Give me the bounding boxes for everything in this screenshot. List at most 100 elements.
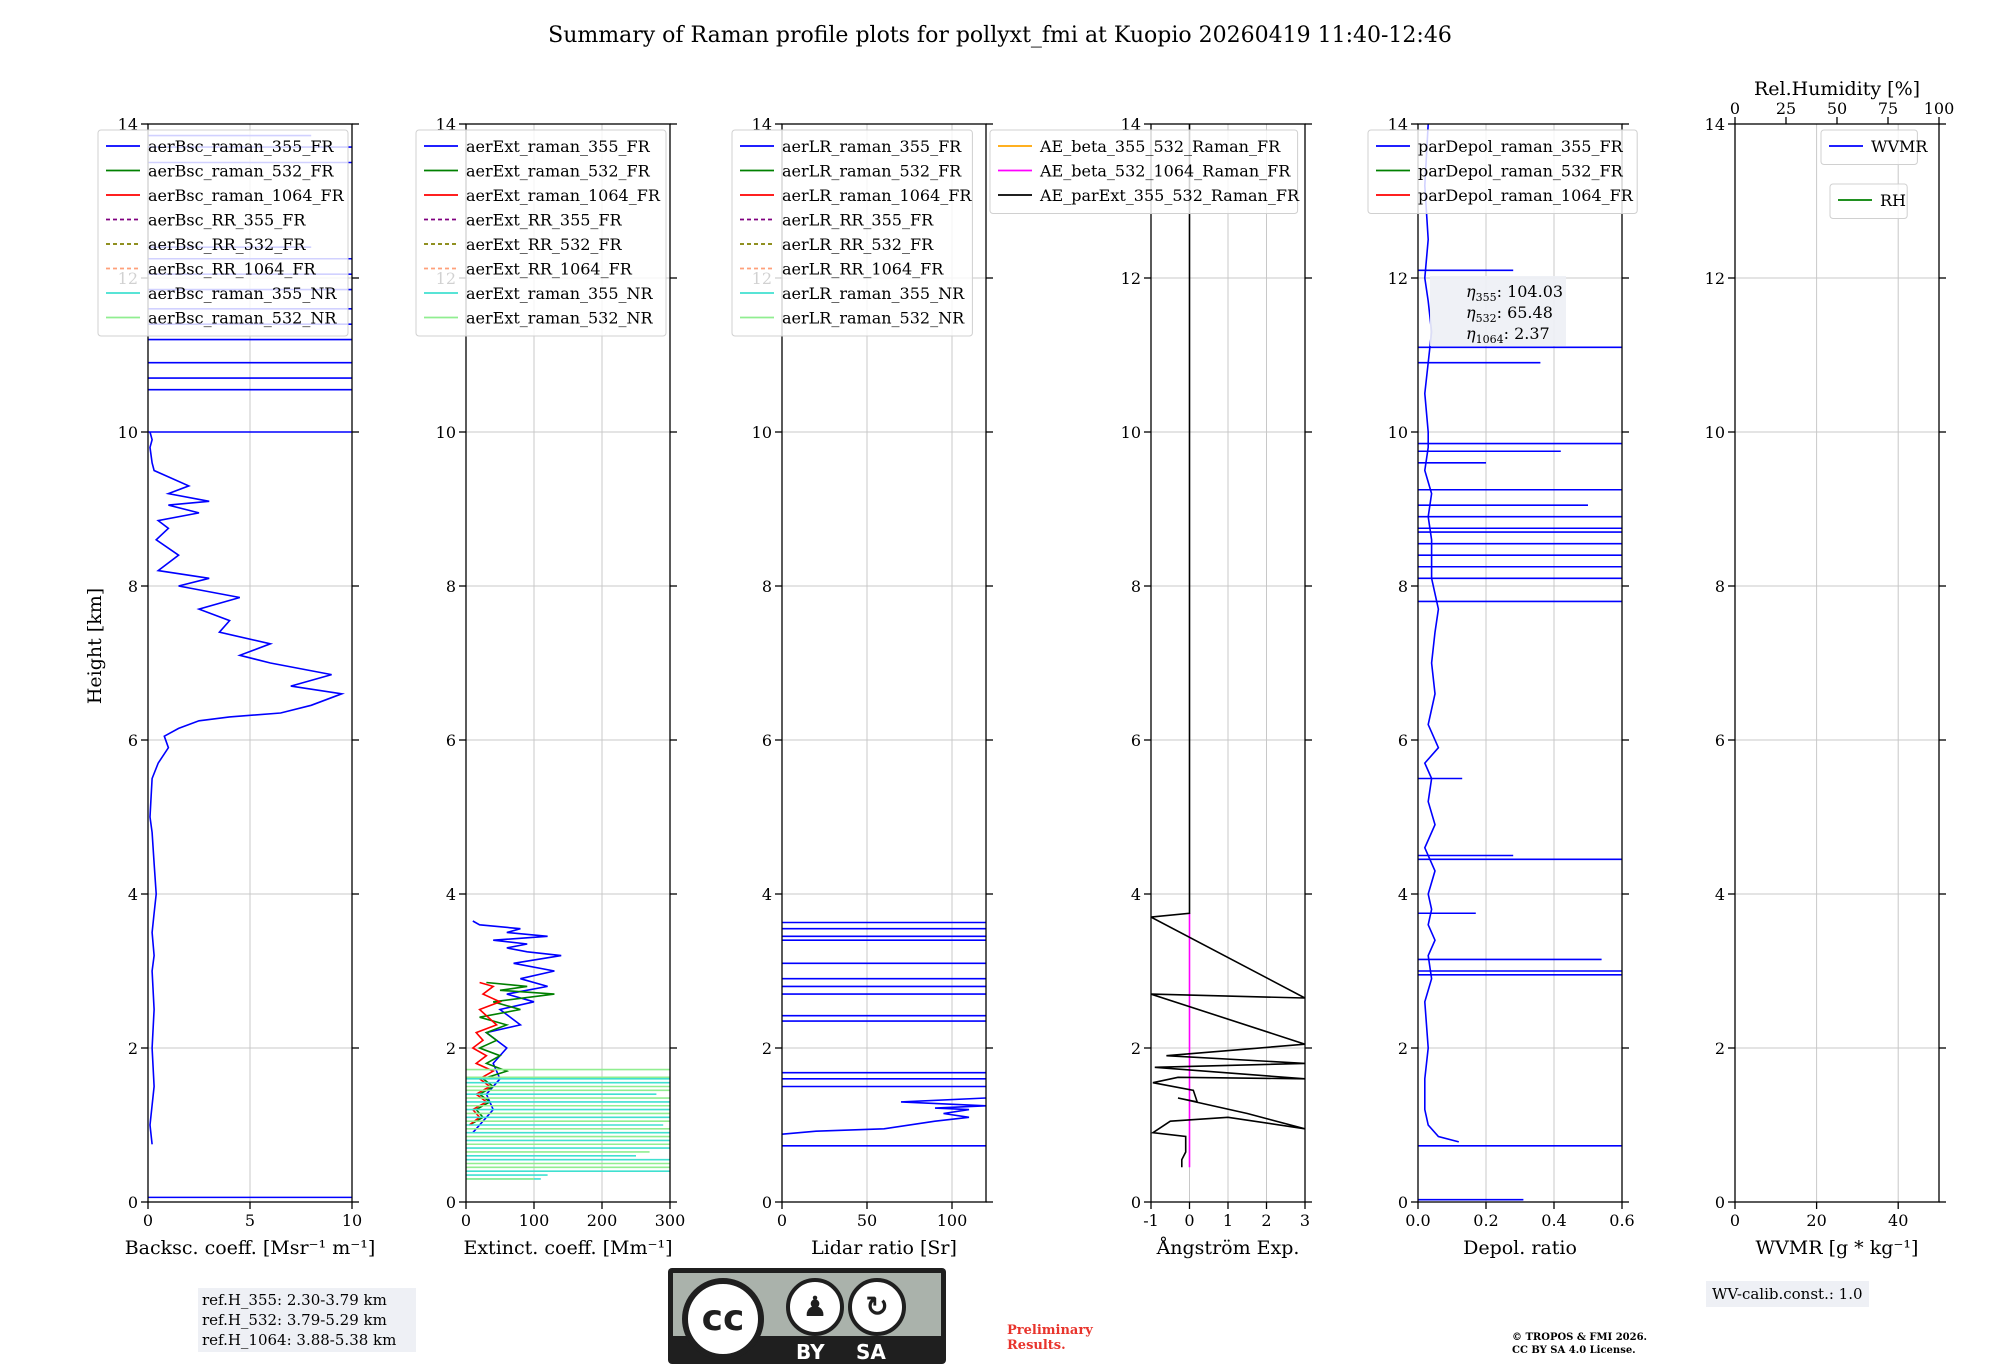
x2-tick-label: 50 bbox=[1827, 99, 1847, 118]
y-tick-label: 10 bbox=[1121, 423, 1141, 442]
copyright-line-1: © TROPOS & FMI 2026. bbox=[1512, 1332, 1648, 1343]
y-tick-label: 10 bbox=[1388, 423, 1408, 442]
panel-1: 024681012140510Backsc. coeff. [Msr⁻¹ m⁻¹… bbox=[97, 115, 375, 1259]
legend-box bbox=[731, 129, 973, 337]
series-group bbox=[782, 921, 986, 1147]
series-line-aerExt_raman_532_FR bbox=[469, 981, 555, 1126]
copyright-note: © TROPOS & FMI 2026. CC BY SA 4.0 Licens… bbox=[1512, 1331, 1647, 1357]
series-group bbox=[466, 920, 670, 1180]
y-tick-label: 4 bbox=[762, 885, 772, 904]
annotation-line: η1064: 2.37 bbox=[1466, 324, 1550, 346]
annotation-box bbox=[1430, 276, 1566, 346]
legend-label: aerBsc_raman_355_FR bbox=[148, 137, 334, 156]
y-tick-label: 12 bbox=[1705, 269, 1725, 288]
y-tick-label: 6 bbox=[1715, 731, 1725, 750]
legend-label: aerLR_raman_355_FR bbox=[782, 137, 962, 156]
share-alike-icon: ↻ bbox=[848, 1278, 906, 1336]
legend-box bbox=[1820, 129, 1918, 165]
x-axis-label: WVMR [g * kg⁻¹] bbox=[1756, 1237, 1919, 1259]
legend: aerExt_raman_355_FR aerExt_raman_532_FRae… bbox=[415, 129, 667, 337]
legend: WVMR bbox=[1820, 129, 1928, 165]
person-attribution-icon: ♟ bbox=[786, 1278, 844, 1336]
y-tick-label: 0 bbox=[128, 1193, 138, 1212]
x-tick-label: 0.0 bbox=[1405, 1211, 1430, 1230]
legend-label: aerExt_RR_1064_FR bbox=[466, 260, 633, 279]
y-tick-label: 8 bbox=[1715, 577, 1725, 596]
legend: aerBsc_raman_355_FR aerBsc_raman_532_FRae… bbox=[97, 129, 349, 337]
preliminary-line-1: Preliminary bbox=[1007, 1323, 1093, 1338]
wv-calibration-box: WV-calib.const.: 1.0 bbox=[1706, 1281, 1869, 1307]
series-line-parDepol_raman_355_FR bbox=[1423, 124, 1460, 1143]
axes-frame bbox=[1734, 123, 1940, 1203]
y-tick-label: 6 bbox=[1398, 731, 1408, 750]
ref-height-1064: ref.H_1064: 3.88-5.38 km bbox=[202, 1331, 397, 1349]
y-tick-label: 10 bbox=[752, 423, 772, 442]
legend-label: aerLR_raman_1064_FR bbox=[782, 186, 972, 205]
legend-label: WVMR bbox=[1871, 137, 1928, 156]
y-tick-label: 4 bbox=[1715, 885, 1725, 904]
y-tick-label: 14 bbox=[1388, 115, 1408, 134]
x-tick-label: -1 bbox=[1143, 1211, 1159, 1230]
y-tick-label: 14 bbox=[1121, 115, 1141, 134]
copyright-line-2: CC BY SA 4.0 License. bbox=[1512, 1345, 1636, 1356]
cc-logo-icon: cc bbox=[682, 1278, 764, 1360]
legend-label: aerBsc_raman_532_NR bbox=[148, 309, 337, 328]
y-tick-label: 2 bbox=[1131, 1039, 1141, 1058]
y-tick-label: 6 bbox=[446, 731, 456, 750]
x-tick-label: 20 bbox=[1806, 1211, 1826, 1230]
x-tick-label: 2 bbox=[1261, 1211, 1271, 1230]
y-tick-label: 8 bbox=[128, 577, 138, 596]
sa-label: SA bbox=[856, 1340, 886, 1364]
x-tick-label: 5 bbox=[245, 1211, 255, 1230]
y-tick-label: 2 bbox=[1715, 1039, 1725, 1058]
legend-label: aerBsc_RR_532_FR bbox=[148, 235, 306, 254]
y-tick-label: 4 bbox=[1398, 885, 1408, 904]
annotation-line: η355: 104.03 bbox=[1466, 282, 1563, 304]
legend: AE_beta_355_532_Raman_FR AE_beta_532_1064… bbox=[989, 129, 1300, 214]
x2-tick-label: 25 bbox=[1776, 99, 1796, 118]
reference-heights-box: ref.H_355: 2.30-3.79 km ref.H_532: 3.79-… bbox=[198, 1288, 416, 1352]
y-tick-label: 0 bbox=[762, 1193, 772, 1212]
series-group bbox=[1151, 124, 1305, 1168]
legend-label: AE_beta_532_1064_Raman_FR bbox=[1039, 162, 1291, 181]
legend-label: aerExt_raman_355_FR bbox=[466, 137, 651, 156]
legend-secondary: RH bbox=[1829, 183, 1908, 219]
legend-label: AE_parExt_355_532_Raman_FR bbox=[1039, 186, 1300, 205]
y-tick-label: 2 bbox=[762, 1039, 772, 1058]
y-tick-label: 0 bbox=[1398, 1193, 1408, 1212]
legend-label: aerExt_raman_1064_FR bbox=[466, 186, 661, 205]
axes-frame bbox=[781, 123, 987, 1203]
y-tick-label: 12 bbox=[1388, 269, 1408, 288]
y-tick-label: 4 bbox=[128, 885, 138, 904]
y-tick-label: 8 bbox=[1398, 577, 1408, 596]
series-line-aerLR_raman_355_FR bbox=[782, 1097, 986, 1135]
legend-label: aerExt_raman_532_NR bbox=[466, 309, 654, 328]
series-group bbox=[1418, 124, 1622, 1201]
cc-by-sa-license-badge: cc ♟ ↻ BY SA bbox=[668, 1268, 946, 1364]
annotation-line: η532: 65.48 bbox=[1466, 303, 1553, 325]
x-tick-label: 0 bbox=[1730, 1211, 1740, 1230]
x-tick-label: 3 bbox=[1300, 1211, 1310, 1230]
y-tick-label: 2 bbox=[1398, 1039, 1408, 1058]
x-tick-label: 50 bbox=[857, 1211, 877, 1230]
by-label: BY bbox=[796, 1340, 825, 1364]
legend-label: aerLR_RR_1064_FR bbox=[782, 260, 944, 279]
legend-label: AE_beta_355_532_Raman_FR bbox=[1039, 137, 1281, 156]
x2-tick-label: 100 bbox=[1924, 99, 1955, 118]
x2-tick-label: 75 bbox=[1878, 99, 1898, 118]
y-tick-label: 6 bbox=[1131, 731, 1141, 750]
legend-label: aerExt_RR_532_FR bbox=[466, 235, 623, 254]
x-tick-label: 1 bbox=[1223, 1211, 1233, 1230]
y-tick-label: 8 bbox=[446, 577, 456, 596]
legend: aerLR_raman_355_FR aerLR_raman_532_FR aerL… bbox=[731, 129, 973, 337]
legend-label: aerBsc_raman_1064_FR bbox=[148, 186, 345, 205]
x-tick-label: 300 bbox=[655, 1211, 686, 1230]
panel-3: 02468101214050100Lidar ratio [Sr]aerLR_r… bbox=[731, 115, 993, 1259]
series-line-aerExt_raman_355_FR bbox=[472, 920, 562, 1134]
y-tick-label: 10 bbox=[118, 423, 138, 442]
legend-label: aerExt_raman_532_FR bbox=[466, 162, 651, 181]
x2-axis-label: Rel.Humidity [%] bbox=[1754, 78, 1920, 100]
x-tick-label: 0.4 bbox=[1541, 1211, 1566, 1230]
legend-box bbox=[989, 129, 1299, 214]
